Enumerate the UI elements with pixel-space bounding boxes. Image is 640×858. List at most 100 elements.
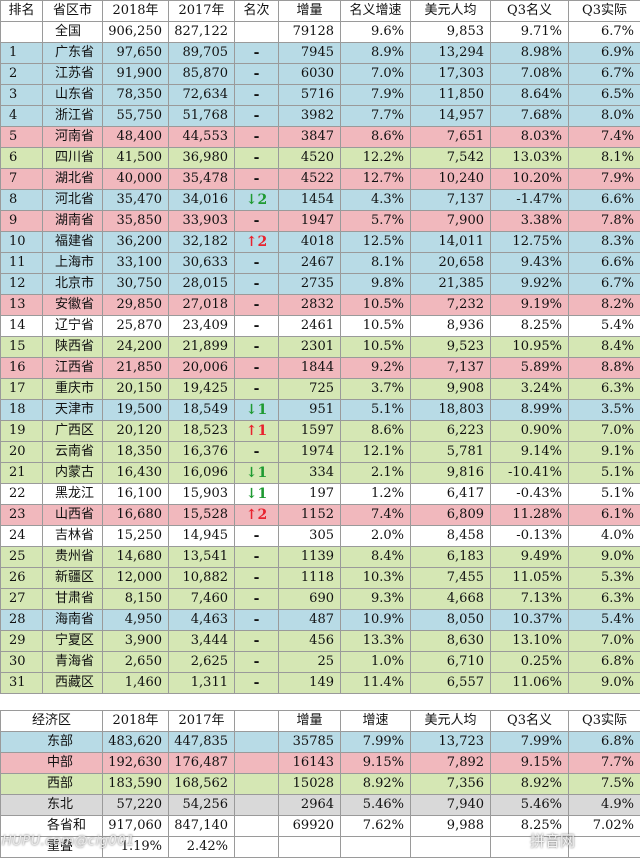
- province-cell: 四川省: [43, 148, 103, 169]
- gdp-2017-cell: 13,541: [169, 547, 235, 568]
- q3-nominal-cell: 9.14%: [491, 442, 569, 463]
- growth-cell: 10.3%: [341, 568, 411, 589]
- region-q3-nominal-cell: 5.46%: [491, 795, 569, 816]
- gdp-2017-cell: 89,705: [169, 43, 235, 64]
- increase-cell: 149: [279, 673, 341, 694]
- national-usd-cell: 9,853: [411, 22, 491, 43]
- increase-cell: 2832: [279, 295, 341, 316]
- q3-nominal-cell: 10.37%: [491, 610, 569, 631]
- watermark-logo-text: 拼音网: [530, 830, 575, 851]
- header-2017: 2017年: [169, 1, 235, 22]
- region-q3-real-cell: 7.02%: [569, 816, 640, 837]
- usd-per-capita-cell: 9,523: [411, 337, 491, 358]
- increase-cell: 1597: [279, 421, 341, 442]
- growth-cell: 2.0%: [341, 526, 411, 547]
- gdp-2017-cell: 72,634: [169, 85, 235, 106]
- gdp-2018-cell: 20,150: [103, 379, 169, 400]
- usd-per-capita-cell: 13,294: [411, 43, 491, 64]
- q3-nominal-cell: 13.10%: [491, 631, 569, 652]
- q3-nominal-cell: 8.99%: [491, 400, 569, 421]
- rank-change-cell: -: [235, 64, 279, 85]
- increase-cell: 951: [279, 400, 341, 421]
- econ-header-2017: 2017年: [169, 711, 235, 732]
- econ-header-q3-real: Q3实际: [569, 711, 640, 732]
- q3-nominal-cell: 0.25%: [491, 652, 569, 673]
- q3-real-cell: 8.4%: [569, 337, 640, 358]
- region-2017-cell: 176,487: [169, 753, 235, 774]
- growth-cell: 12.2%: [341, 148, 411, 169]
- province-cell: 陕西省: [43, 337, 103, 358]
- province-cell: 天津市: [43, 400, 103, 421]
- rank-cell: 15: [1, 337, 43, 358]
- q3-nominal-cell: -0.43%: [491, 484, 569, 505]
- usd-per-capita-cell: 6,223: [411, 421, 491, 442]
- q3-nominal-cell: 7.68%: [491, 106, 569, 127]
- q3-real-cell: 7.4%: [569, 127, 640, 148]
- region-q3-real-cell: 7.7%: [569, 753, 640, 774]
- gdp-2017-cell: 35,478: [169, 169, 235, 190]
- region-2017-cell: 447,835: [169, 732, 235, 753]
- gdp-2018-cell: 16,100: [103, 484, 169, 505]
- gdp-2018-cell: 29,850: [103, 295, 169, 316]
- growth-cell: 3.7%: [341, 379, 411, 400]
- increase-cell: 3847: [279, 127, 341, 148]
- econ-header-region: 经济区: [1, 711, 103, 732]
- national-q3-nominal-cell: 9.71%: [491, 22, 569, 43]
- rank-change-cell: -: [235, 589, 279, 610]
- header-province: 省区市: [43, 1, 103, 22]
- rank-change-cell: -: [235, 337, 279, 358]
- header-2018: 2018年: [103, 1, 169, 22]
- growth-cell: 12.7%: [341, 169, 411, 190]
- growth-cell: 10.5%: [341, 337, 411, 358]
- gdp-2017-cell: 2,625: [169, 652, 235, 673]
- region-q3-nominal-cell: 9.15%: [491, 753, 569, 774]
- usd-per-capita-cell: 5,781: [411, 442, 491, 463]
- gdp-2018-cell: 40,000: [103, 169, 169, 190]
- rank-cell: 22: [1, 484, 43, 505]
- province-cell: 青海省: [43, 652, 103, 673]
- overlap-2017-cell: 2.42%: [169, 837, 235, 858]
- province-cell: 吉林省: [43, 526, 103, 547]
- usd-per-capita-cell: 18,803: [411, 400, 491, 421]
- gdp-2017-cell: 19,425: [169, 379, 235, 400]
- q3-real-cell: 7.0%: [569, 631, 640, 652]
- overlap-empty-cell: [341, 837, 411, 858]
- growth-cell: 10.9%: [341, 610, 411, 631]
- increase-cell: 3982: [279, 106, 341, 127]
- q3-nominal-cell: 9.19%: [491, 295, 569, 316]
- province-cell: 河北省: [43, 190, 103, 211]
- growth-cell: 8.9%: [341, 43, 411, 64]
- rank-change-cell: ↑1: [235, 421, 279, 442]
- rank-cell: 19: [1, 421, 43, 442]
- rank-change-cell: ↓1: [235, 400, 279, 421]
- q3-nominal-cell: 8.64%: [491, 85, 569, 106]
- rank-cell: 17: [1, 379, 43, 400]
- q3-nominal-cell: 9.49%: [491, 547, 569, 568]
- rank-cell: 6: [1, 148, 43, 169]
- usd-per-capita-cell: 7,455: [411, 568, 491, 589]
- gdp-2018-cell: 97,650: [103, 43, 169, 64]
- province-cell: 北京市: [43, 274, 103, 295]
- gdp-2018-cell: 2,650: [103, 652, 169, 673]
- usd-per-capita-cell: 7,900: [411, 211, 491, 232]
- rank-change-cell: -: [235, 295, 279, 316]
- region-increase-cell: 16143: [279, 753, 341, 774]
- usd-per-capita-cell: 14,957: [411, 106, 491, 127]
- usd-per-capita-cell: 14,011: [411, 232, 491, 253]
- region-2017-cell: 847,140: [169, 816, 235, 837]
- q3-real-cell: 7.8%: [569, 211, 640, 232]
